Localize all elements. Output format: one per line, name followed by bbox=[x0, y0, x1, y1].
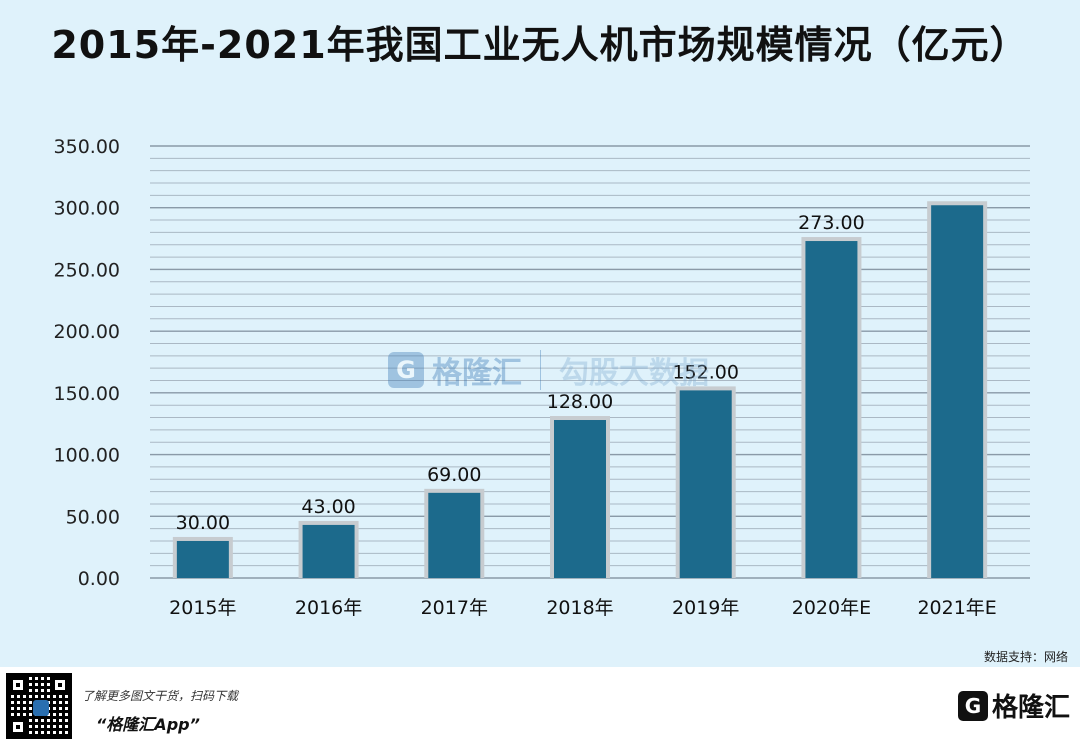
x-tick-label: 2016年 bbox=[295, 597, 362, 619]
bar bbox=[554, 420, 606, 578]
brand-name: 格隆汇 bbox=[991, 693, 1070, 723]
x-tick-label: 2021年E bbox=[917, 597, 996, 619]
watermark-brand: 格隆汇 bbox=[432, 356, 522, 391]
footer-brand-logo: G 格隆汇 bbox=[957, 687, 1070, 724]
bar-chart: 0.00 50.00 100.00 150.00 200.00 250.00 300.00 3… bbox=[54, 136, 1030, 619]
x-tick-label: 2020年E bbox=[792, 597, 871, 619]
watermark: G 格隆汇 勾股大数据 bbox=[388, 348, 709, 392]
data-label: 43.00 bbox=[301, 496, 355, 518]
brand-g-icon: G bbox=[957, 690, 988, 721]
data-source: 数据支持：网络 bbox=[983, 650, 1068, 664]
y-tick-label: 100.00 bbox=[54, 445, 120, 467]
data-label: 128.00 bbox=[547, 391, 613, 413]
chart-title: 2015年-2021年我国工业无人机市场规模情况（亿元） bbox=[51, 23, 1029, 67]
footer-promo-text: 了解更多图文干货，扫码下载 bbox=[82, 689, 239, 703]
y-tick-label: 250.00 bbox=[54, 259, 120, 281]
x-tick-label: 2017年 bbox=[421, 597, 488, 619]
bar bbox=[428, 492, 481, 578]
y-tick-label: 50.00 bbox=[66, 506, 120, 528]
y-tick-label: 300.00 bbox=[54, 198, 120, 220]
x-tick-label: 2015年 bbox=[169, 597, 236, 619]
bar bbox=[679, 390, 732, 578]
footer-app-name: “格隆汇App” bbox=[96, 715, 200, 734]
qr-code-icon[interactable] bbox=[6, 673, 72, 739]
data-label: 69.00 bbox=[427, 464, 481, 486]
watermark-divider bbox=[540, 350, 541, 390]
bar bbox=[176, 540, 229, 578]
bar bbox=[302, 524, 355, 578]
bar bbox=[931, 205, 984, 578]
footer-banner: 了解更多图文干货，扫码下载 “格隆汇App” G 格隆汇 bbox=[0, 667, 1080, 747]
bar bbox=[805, 241, 858, 578]
y-tick-label: 350.00 bbox=[54, 136, 120, 158]
data-label: 152.00 bbox=[672, 361, 738, 383]
y-tick-label: 0.00 bbox=[78, 568, 120, 590]
chart-area: 0.00 50.00 100.00 150.00 200.00 250.00 300.00 3… bbox=[30, 120, 1050, 640]
data-label: 30.00 bbox=[176, 512, 230, 534]
data-label: 273.00 bbox=[798, 212, 864, 234]
x-tick-label: 2019年 bbox=[672, 597, 739, 619]
y-tick-label: 150.00 bbox=[54, 383, 120, 405]
watermark-data-brand: 勾股大数据 bbox=[559, 356, 709, 391]
watermark-logo-icon: G bbox=[388, 352, 424, 388]
y-tick-label: 200.00 bbox=[54, 321, 120, 343]
x-tick-label: 2018年 bbox=[546, 597, 613, 619]
